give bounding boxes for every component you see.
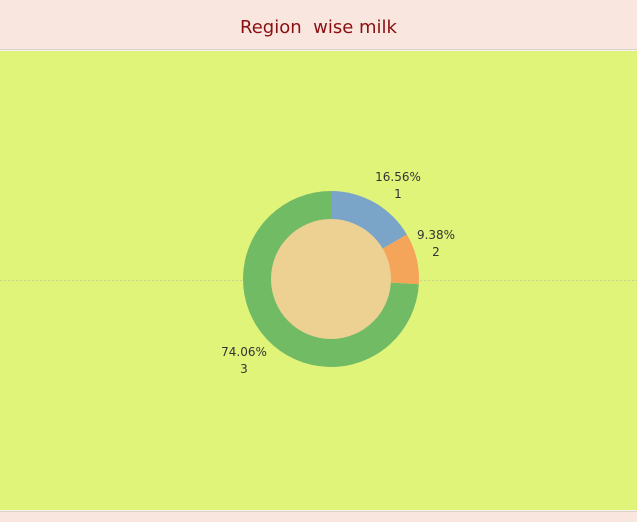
slice-labels: 16.56% 1 9.38% 2 74.06% 3 (221, 170, 455, 376)
chart-title: Region wise milk (240, 17, 397, 38)
slice-category-label: 3 (240, 362, 248, 376)
slice-category-label: 1 (394, 187, 402, 201)
donut-center (271, 219, 391, 339)
slice-percent-label: 9.38% (417, 228, 455, 242)
chart-header: Region wise milk (0, 0, 637, 50)
donut-chart: 16.56% 1 9.38% 2 74.06% 3 (0, 170, 637, 376)
slice-percent-label: 74.06% (221, 345, 267, 359)
plot-area: 16.56% 1 9.38% 2 74.06% 3 (0, 51, 637, 510)
slice-percent-label: 16.56% (375, 170, 421, 184)
chart-footer (0, 511, 637, 522)
slice-category-label: 2 (432, 245, 440, 259)
